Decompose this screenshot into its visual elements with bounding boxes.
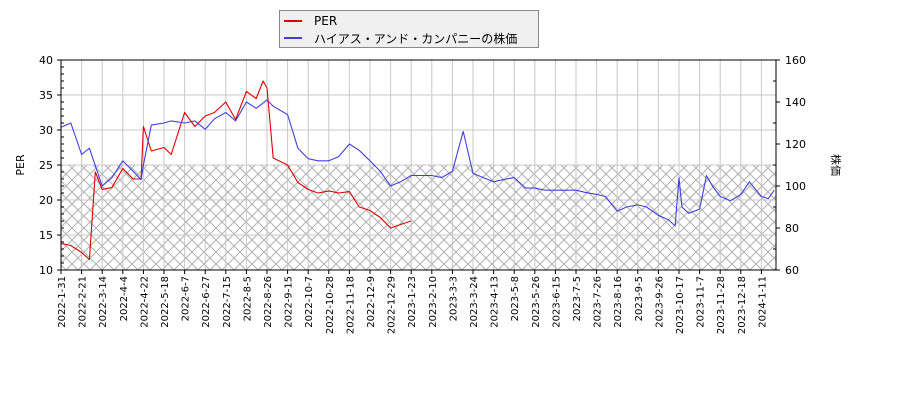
x-tick-label: 2023-1-23 <box>407 276 418 328</box>
x-tick-label: 2023-7-26 <box>593 276 604 328</box>
x-tick-label: 2023-3-3 <box>448 276 459 321</box>
legend-item-per: PER <box>284 13 337 29</box>
x-tick-label: 2022-12-29 <box>387 276 398 334</box>
x-tick-label: 2022-10-28 <box>325 276 336 334</box>
x-tick-label: 2022-7-15 <box>222 276 233 328</box>
legend-swatch-price <box>284 37 302 39</box>
per-line <box>60 80 412 261</box>
left-tick-label: 35 <box>39 89 53 102</box>
x-tick-label: 2022-6-7 <box>181 276 192 321</box>
x-tick-label: 2023-6-15 <box>551 276 562 328</box>
x-tick-label: 2022-2-21 <box>78 276 89 328</box>
left-axis-title: PER <box>14 154 27 176</box>
x-tick-label: 2023-8-16 <box>613 276 624 328</box>
legend-swatch-per <box>284 20 302 22</box>
x-tick-label: 2023-11-28 <box>716 276 727 334</box>
x-tick-label: 2022-10-7 <box>304 276 315 328</box>
x-tick-label: 2023-3-24 <box>469 276 480 328</box>
left-tick-label: 15 <box>39 229 53 242</box>
left-tick-label: 10 <box>39 264 53 277</box>
x-tick-label: 2023-2-10 <box>428 276 439 328</box>
x-axis: 2022-1-31 2022-2-21 2022-3-14 2022-4-4 2022-… <box>57 270 768 334</box>
x-tick-label: 2023-5-8 <box>510 276 521 321</box>
right-tick-label: 100 <box>785 180 806 193</box>
left-tick-label: 20 <box>39 194 53 207</box>
right-tick-label: 80 <box>785 222 799 235</box>
shaded-region <box>61 165 776 270</box>
right-tick-label: 60 <box>785 264 799 277</box>
price-line <box>60 99 775 227</box>
left-tick-label: 30 <box>39 124 53 137</box>
right-axis-title: 株価 <box>829 154 843 176</box>
x-tick-label: 2023-11-7 <box>696 276 707 328</box>
x-tick-label: 2022-1-31 <box>57 276 68 328</box>
x-tick-label: 2023-4-13 <box>490 276 501 328</box>
x-tick-label: 2022-3-14 <box>98 276 109 328</box>
x-tick-label: 2023-9-5 <box>634 276 645 321</box>
x-tick-label: 2023-7-5 <box>572 276 583 321</box>
x-tick-label: 2023-12-18 <box>737 276 748 334</box>
x-tick-label: 2023-5-26 <box>531 276 542 328</box>
x-tick-label: 2022-9-15 <box>284 276 295 328</box>
x-tick-label: 2022-8-26 <box>263 276 274 328</box>
x-tick-label: 2022-8-5 <box>242 276 253 321</box>
x-tick-label: 2022-4-4 <box>119 276 130 321</box>
legend-label-price: ハイアス・アンド・カンパニーの株価 <box>314 31 518 46</box>
left-tick-label: 25 <box>39 159 53 172</box>
legend: PER ハイアス・アンド・カンパニーの株価 <box>279 10 539 48</box>
series-layer <box>60 80 775 261</box>
x-tick-label: 2022-5-18 <box>160 276 171 328</box>
x-tick-label: 2022-4-22 <box>139 276 150 328</box>
right-tick-label: 120 <box>785 138 806 151</box>
legend-item-price: ハイアス・アンド・カンパニーの株価 <box>284 30 517 46</box>
left-tick-label: 40 <box>39 54 53 67</box>
x-tick-label: 2022-6-27 <box>201 276 212 328</box>
right-tick-label: 160 <box>785 54 806 67</box>
x-tick-label: 2024-1-11 <box>757 276 768 328</box>
x-tick-label: 2022-12-9 <box>366 276 377 328</box>
x-tick-label: 2023-9-26 <box>654 276 665 328</box>
x-tick-label: 2022-11-18 <box>345 276 356 334</box>
grid-lines <box>61 60 776 270</box>
legend-label-per: PER <box>314 14 338 28</box>
x-tick-label: 2023-10-17 <box>675 276 686 334</box>
left-y-axis: 10 15 20 25 30 35 40 <box>39 54 64 277</box>
right-tick-label: 140 <box>785 96 806 109</box>
right-y-axis: 60 80 100 120 140 160 <box>773 54 806 277</box>
